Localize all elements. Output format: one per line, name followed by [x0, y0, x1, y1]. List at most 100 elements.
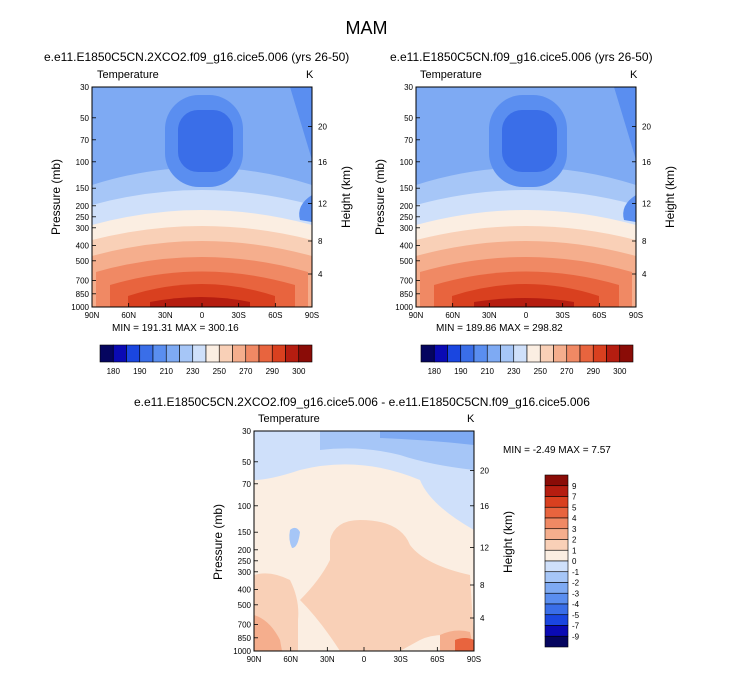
colorbar-swatch — [447, 344, 462, 363]
y2-tick-label: 4 — [480, 614, 485, 623]
colorbar-label: -3 — [572, 589, 580, 598]
y-tick-label: 200 — [76, 202, 90, 211]
y-tick-label: 500 — [400, 257, 414, 266]
colorbar-label: -5 — [572, 611, 580, 620]
colorbar-label: 290 — [587, 367, 601, 376]
y-tick-label: 1000 — [233, 647, 251, 656]
x-tick-label: 30S — [232, 311, 246, 320]
x-tick-label: 0 — [362, 655, 367, 664]
colorbar-swatch — [544, 485, 569, 497]
x-tick-label: 60S — [268, 311, 282, 320]
colorbar-label: 7 — [572, 493, 577, 502]
y-tick-label: 300 — [238, 568, 252, 577]
colorbar-label: 5 — [572, 503, 577, 512]
colorbar-swatch — [99, 344, 114, 363]
y-tick-label: 700 — [238, 621, 252, 630]
colorbar-swatch — [544, 474, 569, 487]
colorbar-swatch — [139, 344, 154, 363]
x-tick-label: 90N — [247, 655, 262, 664]
colorbar-swatch — [486, 344, 501, 363]
panel2-units: K — [630, 69, 638, 81]
x-tick-label: 30N — [158, 311, 173, 320]
colorbar-swatch — [579, 344, 594, 363]
panel2-colorbar: 180 190 210 230 250 270 290 300 — [420, 344, 634, 376]
panel1-units: K — [306, 69, 314, 81]
x-tick-label: 30N — [482, 311, 497, 320]
y-tick-label: 100 — [400, 158, 414, 167]
colorbar-swatch — [566, 344, 581, 363]
y2-tick-label: 20 — [642, 123, 651, 132]
colorbar-label: 9 — [572, 482, 577, 491]
y-tick-label: 850 — [76, 290, 90, 299]
y-tick-label: 250 — [238, 557, 252, 566]
colorbar-label: 0 — [572, 557, 577, 566]
y-tick-label: 50 — [404, 114, 413, 123]
x-tick-label: 0 — [200, 311, 205, 320]
colorbar-swatch — [179, 344, 194, 363]
colorbar-label: 250 — [534, 367, 548, 376]
panel1-y2label: Height (km) — [339, 166, 353, 229]
colorbar-swatch — [544, 549, 569, 562]
panel3-stats: MIN = -2.49 MAX = 7.57 — [503, 445, 611, 456]
x-tick-label: 0 — [524, 311, 529, 320]
colorbar-swatch — [544, 528, 569, 540]
y-tick-label: 70 — [242, 480, 251, 489]
panel3-colorbar: 9 75 4 3 21 0 -1 -2-3 -4 -5 -7-9 — [544, 474, 580, 648]
y-tick-label: 700 — [400, 277, 414, 286]
colorbar-swatch — [526, 344, 541, 363]
colorbar-label: 4 — [572, 514, 577, 523]
y-tick-label: 50 — [80, 114, 89, 123]
panel3-units: K — [467, 413, 475, 425]
y-tick-label: 150 — [76, 184, 90, 193]
y-tick-label: 400 — [400, 241, 414, 250]
colorbar-swatch — [544, 539, 569, 551]
y2-tick-label: 4 — [318, 270, 323, 279]
colorbar-swatch — [544, 506, 569, 519]
colorbar-label: 230 — [186, 367, 200, 376]
panel2-y2label: Height (km) — [663, 166, 677, 229]
colorbar-swatch — [460, 344, 475, 363]
y2-tick-label: 4 — [642, 270, 647, 279]
colorbar-swatch — [544, 603, 569, 616]
x-tick-label: 60N — [121, 311, 136, 320]
y-tick-label: 50 — [242, 458, 251, 467]
colorbar-swatch — [192, 344, 207, 363]
y2-tick-label: 8 — [480, 581, 485, 590]
panel1-title: e.e11.E1850C5CN.2XCO2.f09_g16.cice5.006 … — [44, 50, 350, 64]
panel3-ylabel: Pressure (mb) — [211, 504, 225, 581]
colorbar-swatch — [500, 344, 515, 363]
panel3-variable: Temperature — [258, 413, 320, 425]
colorbar-label: 190 — [133, 367, 147, 376]
colorbar-label: 1 — [572, 546, 577, 555]
panel1-stats: MIN = 191.31 MAX = 300.16 — [112, 323, 239, 334]
x-tick-label: 90N — [409, 311, 424, 320]
colorbar-swatch — [513, 344, 528, 363]
colorbar-label: -7 — [572, 622, 580, 631]
y-tick-label: 70 — [80, 136, 89, 145]
panel2-ylabel: Pressure (mb) — [373, 159, 387, 236]
y-tick-label: 300 — [76, 224, 90, 233]
y-tick-label: 70 — [404, 136, 413, 145]
colorbar-swatch — [126, 344, 141, 363]
colorbar-swatch — [258, 344, 273, 363]
colorbar-swatch — [433, 344, 448, 363]
y2-tick-label: 8 — [642, 237, 647, 246]
colorbar-swatch — [245, 344, 260, 363]
y-tick-label: 300 — [400, 224, 414, 233]
colorbar-swatch — [553, 344, 568, 363]
y-tick-label: 100 — [238, 502, 252, 511]
panel2-variable: Temperature — [420, 69, 482, 81]
panel1-ylabel: Pressure (mb) — [49, 159, 63, 236]
y-tick-label: 500 — [76, 257, 90, 266]
colorbar-swatch — [544, 582, 569, 594]
panel2-contour-field — [416, 87, 636, 307]
x-tick-label: 60N — [445, 311, 460, 320]
colorbar-swatch — [218, 344, 233, 363]
y2-tick-label: 16 — [318, 158, 327, 167]
y-tick-label: 100 — [76, 158, 90, 167]
page-title: MAM — [345, 18, 388, 38]
panel2-title: e.e11.E1850C5CN.f09_g16.cice5.006 (yrs 2… — [390, 50, 653, 64]
y-tick-label: 1000 — [395, 303, 413, 312]
y-tick-label: 700 — [76, 277, 90, 286]
colorbar-swatch — [232, 344, 247, 363]
